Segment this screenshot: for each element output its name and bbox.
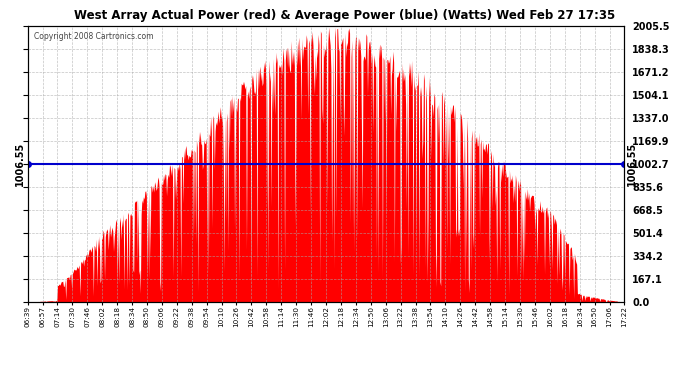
Text: 1006.55: 1006.55 bbox=[14, 141, 25, 186]
Text: 1006.55: 1006.55 bbox=[627, 141, 638, 186]
Text: Copyright 2008 Cartronics.com: Copyright 2008 Cartronics.com bbox=[34, 32, 153, 41]
Text: West Array Actual Power (red) & Average Power (blue) (Watts) Wed Feb 27 17:35: West Array Actual Power (red) & Average … bbox=[75, 9, 615, 22]
